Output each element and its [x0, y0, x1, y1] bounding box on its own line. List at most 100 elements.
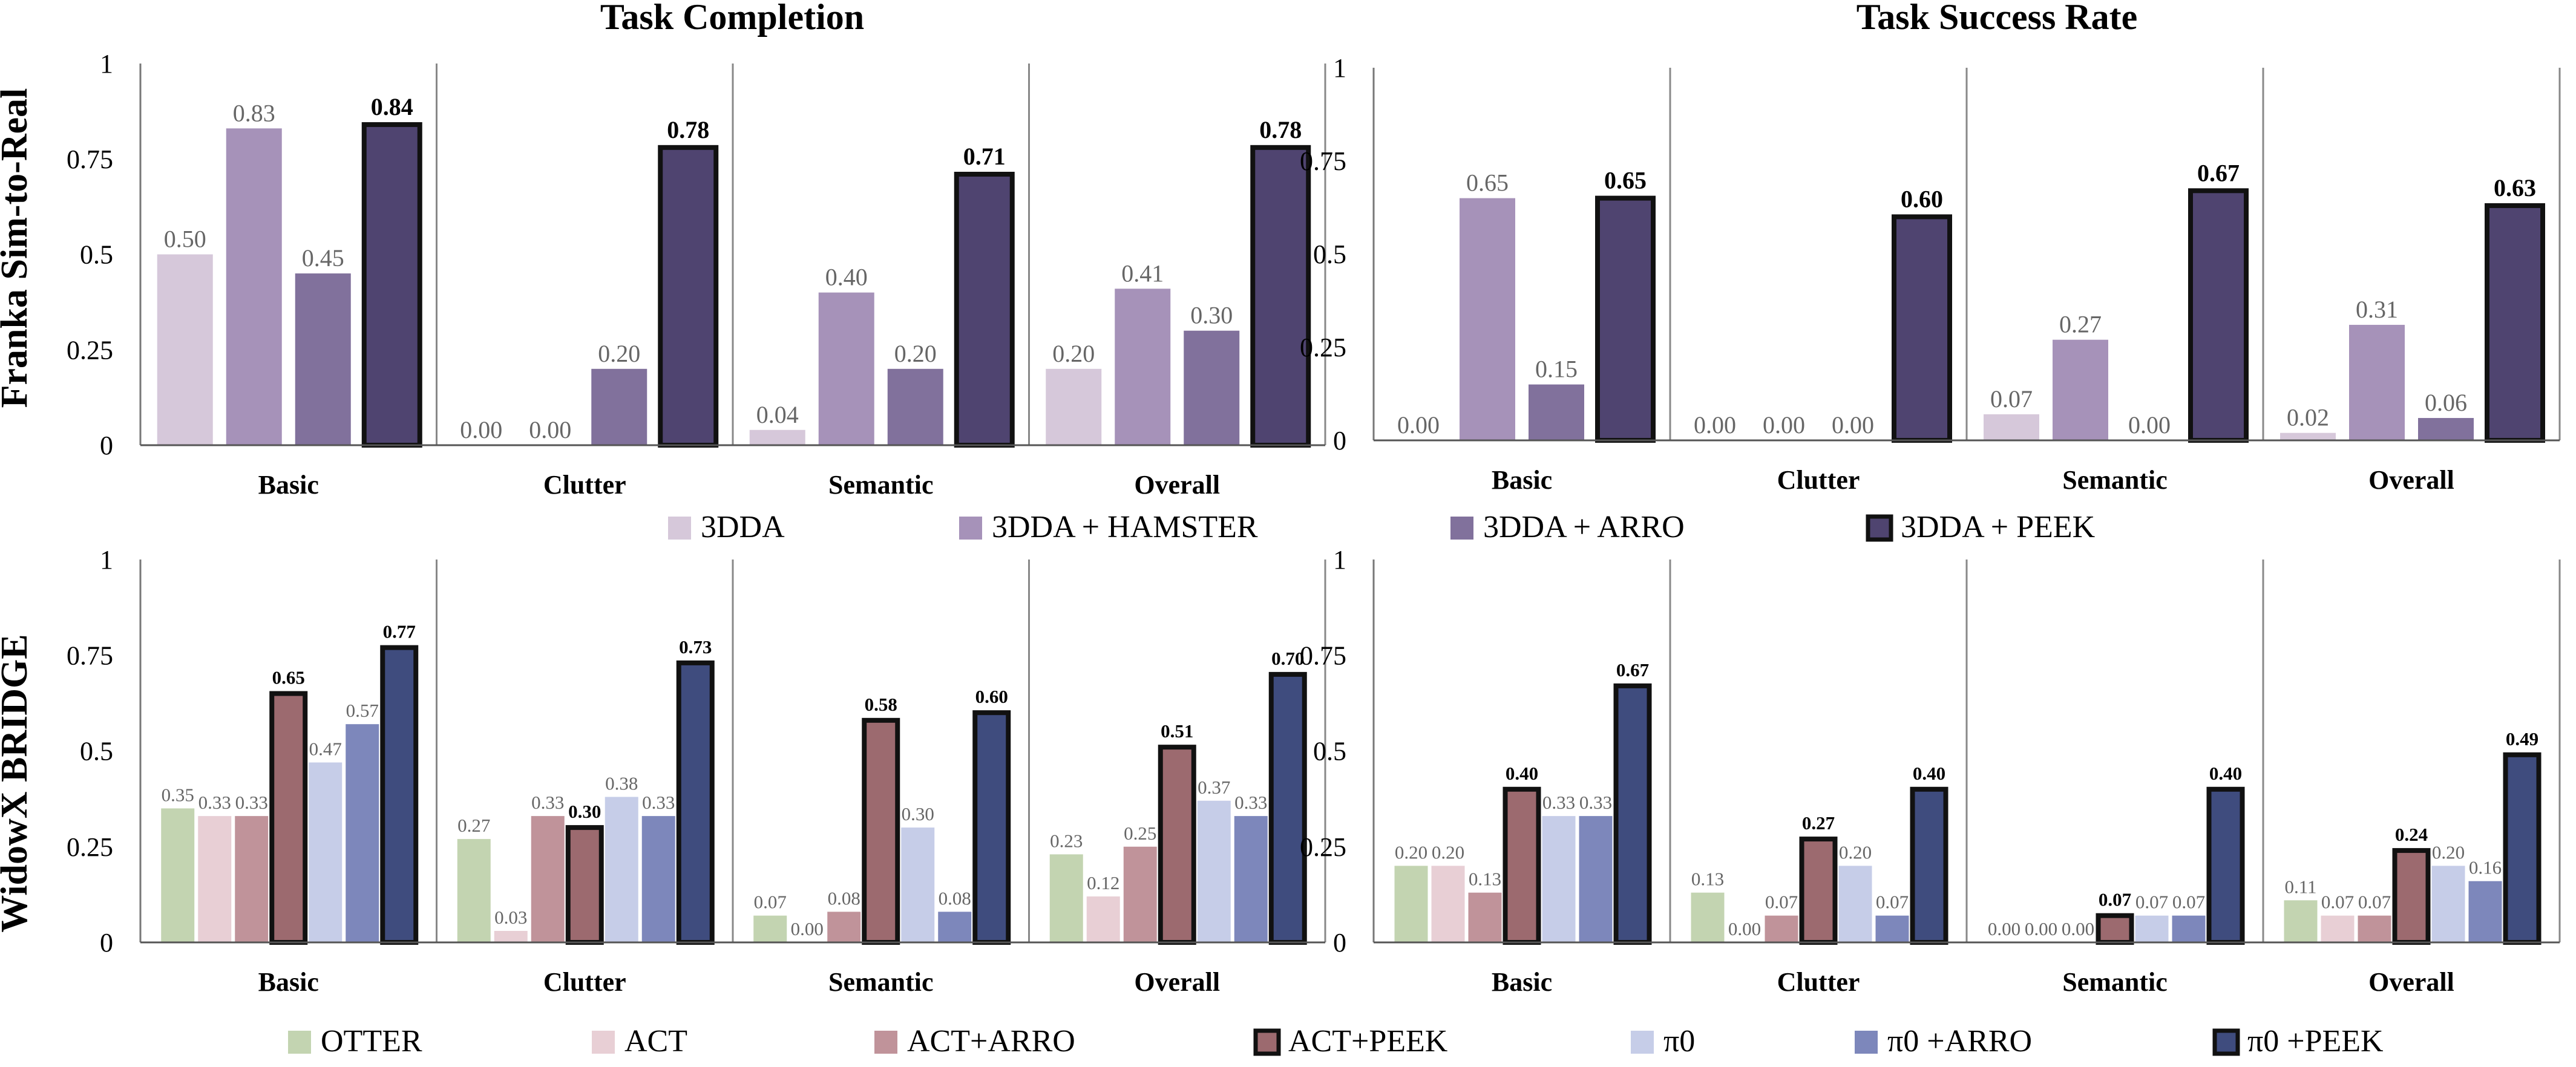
bar-act-overall	[1086, 896, 1120, 942]
legend-top: 3DDA 3DDA + HAMSTER 3DDA + ARRO 3DDA + PEEK	[668, 510, 2096, 544]
x-category-label: Overall	[2368, 967, 2454, 997]
x-category-label: Clutter	[1777, 465, 1860, 495]
y-tick-label: 0.5	[80, 240, 113, 270]
value-label: 0.11	[2284, 876, 2316, 897]
value-label: 0.33	[642, 792, 675, 813]
legend-label: π0	[1663, 1024, 1695, 1059]
bar-3dda-arro-basic	[1529, 384, 1584, 440]
x-category-label: Semantic	[828, 967, 934, 997]
bar--0-arro-overall	[2468, 881, 2502, 942]
value-label: 0.20	[598, 340, 640, 367]
bar-otter-overall	[1049, 854, 1083, 942]
y-tick-label: 1	[100, 545, 113, 575]
value-label: 0.20	[1839, 841, 1872, 863]
legend-label: π0 +ARRO	[1887, 1024, 2032, 1059]
bar-act-arro-overall	[1123, 846, 1157, 942]
legend-item: 3DDA + ARRO	[1450, 510, 1685, 544]
legend-label: 3DDA	[701, 510, 785, 544]
value-label: 0.07	[2099, 889, 2131, 910]
legend-label: 3DDA + HAMSTER	[992, 510, 1258, 544]
y-tick-label: 0.75	[67, 641, 113, 670]
value-label: 0.33	[198, 792, 231, 813]
value-label: 0.08	[828, 887, 860, 909]
bar-act-peek-clutter	[565, 825, 604, 945]
chart-panel-1: 0 0.25 0.5 0.75 1 0.50 0.83 0.45 0.84 Basic 0.00 0.…	[67, 49, 1326, 500]
bar-3dda-arro-clutter	[591, 368, 647, 445]
x-category-label: Semantic	[828, 470, 934, 500]
bar--0-peek-semantic	[2206, 786, 2245, 945]
x-category-label: Clutter	[543, 967, 626, 997]
bar-3dda-semantic	[1984, 414, 2039, 440]
x-category-label: Basic	[1492, 967, 1552, 997]
bar-act-basic	[1431, 866, 1465, 942]
bar--0-arro-clutter	[641, 816, 675, 942]
bar--0-overall	[1197, 800, 1231, 942]
value-label: 0.02	[2287, 404, 2329, 431]
value-label: 0.20	[894, 340, 937, 367]
x-category-label: Clutter	[543, 470, 626, 500]
value-label: 0.08	[939, 887, 971, 909]
bar--0-clutter	[1838, 866, 1872, 942]
legend-swatch	[874, 1031, 897, 1054]
bar-otter-basic	[1394, 866, 1428, 942]
bar-3dda-hamster-basic	[226, 128, 282, 445]
value-label: 0.33	[1234, 792, 1267, 813]
bar--0-clutter	[605, 797, 638, 942]
legend-label: π0 +PEEK	[2247, 1024, 2384, 1059]
value-label: 0.65	[1466, 169, 1509, 197]
legend-swatch	[2212, 1028, 2240, 1056]
bar-act-peek-semantic	[2096, 913, 2134, 945]
y-tick-label: 0	[1333, 928, 1346, 958]
bar-act-arro-semantic	[827, 912, 861, 942]
value-label: 0.51	[1161, 720, 1193, 742]
legend-swatch	[668, 517, 691, 540]
bar--0-peek-clutter	[676, 660, 715, 945]
legend-swatch	[288, 1031, 311, 1054]
x-category-label: Overall	[2368, 465, 2454, 495]
value-label: 0.20	[1432, 841, 1464, 863]
value-label: 0.35	[162, 784, 194, 805]
value-label: 0.60	[975, 686, 1008, 707]
y-tick-label: 1	[1333, 545, 1346, 575]
legend-bottom: OTTER ACT ACT+ARRO ACT+PEEK π0 π0 +ARRO π0 +PE…	[288, 1024, 2384, 1059]
bar-3dda-overall	[2280, 432, 2336, 440]
bar--0-arro-overall	[1234, 816, 1268, 942]
bar--0-arro-basic	[1579, 816, 1613, 942]
bar-act-overall	[2321, 915, 2355, 942]
bar-3dda-arro-basic	[295, 273, 351, 445]
bar-otter-clutter	[457, 839, 491, 942]
value-label: 0.49	[2506, 728, 2538, 749]
bar-3dda-peek-basic	[361, 122, 422, 448]
value-label: 0.07	[1765, 892, 1798, 913]
y-tick-label: 1	[100, 49, 113, 79]
bar-act-arro-clutter	[531, 816, 565, 942]
value-label: 0.37	[1198, 777, 1230, 798]
bar-act-peek-clutter	[1799, 837, 1838, 945]
legend-label: ACT	[624, 1024, 687, 1059]
value-label: 0.07	[2172, 892, 2205, 913]
value-label: 0.65	[272, 667, 305, 688]
bar-act-clutter	[494, 931, 528, 942]
legend-swatch	[959, 517, 982, 540]
value-label: 0.00	[1988, 918, 2020, 939]
value-label: 0.78	[667, 116, 709, 143]
value-label: 0.00	[1832, 411, 1874, 439]
legend-item: ACT	[592, 1024, 687, 1059]
value-label: 0.00	[791, 918, 824, 939]
x-category-label: Semantic	[2062, 465, 2168, 495]
bar-otter-semantic	[753, 915, 787, 942]
y-tick-label: 1	[1333, 53, 1346, 83]
value-label: 0.00	[2062, 918, 2094, 939]
bar-3dda-arro-semantic	[887, 368, 943, 445]
legend-item: π0 +PEEK	[2212, 1024, 2384, 1059]
x-category-label: Semantic	[2062, 967, 2168, 997]
chart-panel-2: 0 0.25 0.5 0.75 1 0.00 0.65 0.15 0.65 Basic 0.00 0.…	[1300, 53, 2561, 495]
row-label-top: Franka Sim-to-Real	[0, 88, 35, 408]
legend-item: π0 +ARRO	[1855, 1024, 2032, 1059]
value-label: 0.33	[531, 792, 564, 813]
value-label: 0.00	[1397, 411, 1440, 439]
bar--0-semantic	[901, 827, 935, 942]
bar-act-arro-basic	[235, 816, 269, 942]
